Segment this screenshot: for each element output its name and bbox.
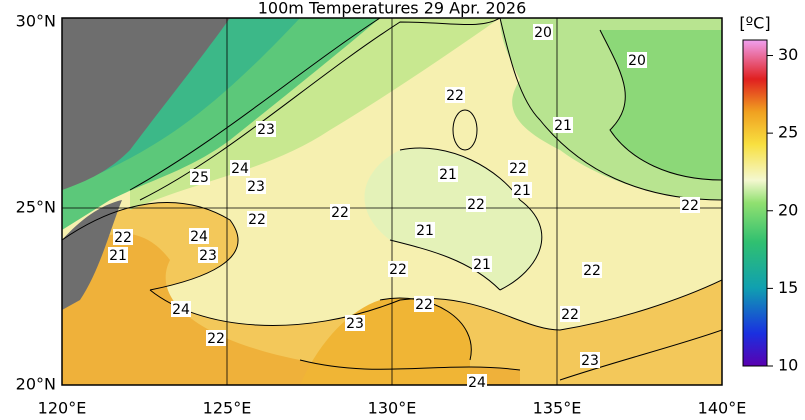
contour-label-bg	[627, 52, 647, 68]
colorbar-tick-label: 30	[778, 45, 798, 64]
lon-label: 140°E	[698, 399, 747, 418]
contour-label: 21	[439, 167, 457, 183]
contour-label: 23	[346, 316, 364, 332]
contour-label-bg	[553, 117, 573, 133]
contour-label: 23	[257, 122, 275, 138]
contour-label-bg	[171, 301, 191, 317]
lat-label: 25°N	[16, 198, 56, 217]
contour-label: 20	[534, 25, 552, 41]
contour-label-bg	[206, 330, 226, 346]
contour-label-bg	[198, 247, 218, 263]
contour-label-bg	[415, 222, 435, 238]
contour-label-bg	[189, 228, 209, 244]
contour-label: 21	[416, 223, 434, 239]
contour-label-bg	[113, 229, 133, 245]
colorbar-tick-label: 25	[778, 123, 798, 142]
contour-label-bg	[246, 178, 266, 194]
contour-label: 21	[109, 248, 127, 264]
contour-label-bg	[438, 166, 458, 182]
contour-label: 22	[467, 197, 485, 213]
contour-label-bg	[466, 196, 486, 212]
contour-label-bg	[256, 121, 276, 137]
contour-label-bg	[108, 247, 128, 263]
colorbar-unit: [ºC]	[739, 14, 770, 33]
lat-label: 20°N	[16, 375, 56, 394]
contour-label: 21	[513, 183, 531, 199]
contour-label: 20	[628, 53, 646, 69]
contour-label: 24	[190, 229, 208, 245]
map-field	[62, 18, 722, 385]
contour-label-bg	[230, 160, 250, 176]
contour-label: 22	[446, 88, 464, 104]
contour-label: 22	[509, 161, 527, 177]
contour-label-bg	[330, 204, 350, 220]
lon-label: 130°E	[368, 399, 417, 418]
map-title: 100m Temperatures 29 Apr. 2026	[258, 0, 527, 18]
contour-label-bg	[388, 261, 408, 277]
colorbar-tick-label: 15	[778, 278, 798, 297]
contour-label-bg	[247, 211, 267, 227]
contour-label: 24	[231, 161, 249, 177]
contour-label-bg	[414, 296, 434, 312]
contour-label: 22	[248, 212, 266, 228]
contour-label: 22	[415, 297, 433, 313]
lon-label: 120°E	[38, 399, 87, 418]
graticule	[62, 18, 722, 385]
contour-label-bg	[582, 262, 602, 278]
contour-label: 24	[468, 375, 486, 391]
contour-label: 22	[207, 331, 225, 347]
lat-label: 30°N	[16, 12, 56, 31]
contour-label: 21	[554, 118, 572, 134]
contour-label-bg	[472, 256, 492, 272]
contour-label: 22	[331, 205, 349, 221]
contour-label: 21	[473, 257, 491, 273]
contour-label-bg	[512, 182, 532, 198]
map-frame	[61, 17, 723, 386]
colorbar-tick-label: 10	[778, 356, 798, 375]
contour-label: 23	[199, 248, 217, 264]
contour-label: 22	[561, 307, 579, 323]
contour-label: 22	[583, 263, 601, 279]
contour-label: 22	[114, 230, 132, 246]
contour-label-bg	[345, 315, 365, 331]
contour-label-bg	[580, 352, 600, 368]
contour-label: 22	[389, 262, 407, 278]
contour-label-bg	[533, 24, 553, 40]
contour-label-bg	[445, 87, 465, 103]
lon-label: 135°E	[533, 399, 582, 418]
contour-label: 25	[191, 170, 209, 186]
colorbar-tick-label: 20	[778, 200, 798, 219]
contour-label-bg	[190, 169, 210, 185]
colorbar	[742, 39, 768, 367]
contour-label-bg	[560, 306, 580, 322]
contour-label-bg	[467, 374, 487, 390]
contour-label-bg	[508, 160, 528, 176]
contour-label-bg	[680, 197, 700, 213]
lon-label: 125°E	[203, 399, 252, 418]
contour-label: 23	[581, 353, 599, 369]
contour-label: 24	[172, 302, 190, 318]
contour-label: 22	[681, 198, 699, 214]
contour-label: 23	[247, 179, 265, 195]
